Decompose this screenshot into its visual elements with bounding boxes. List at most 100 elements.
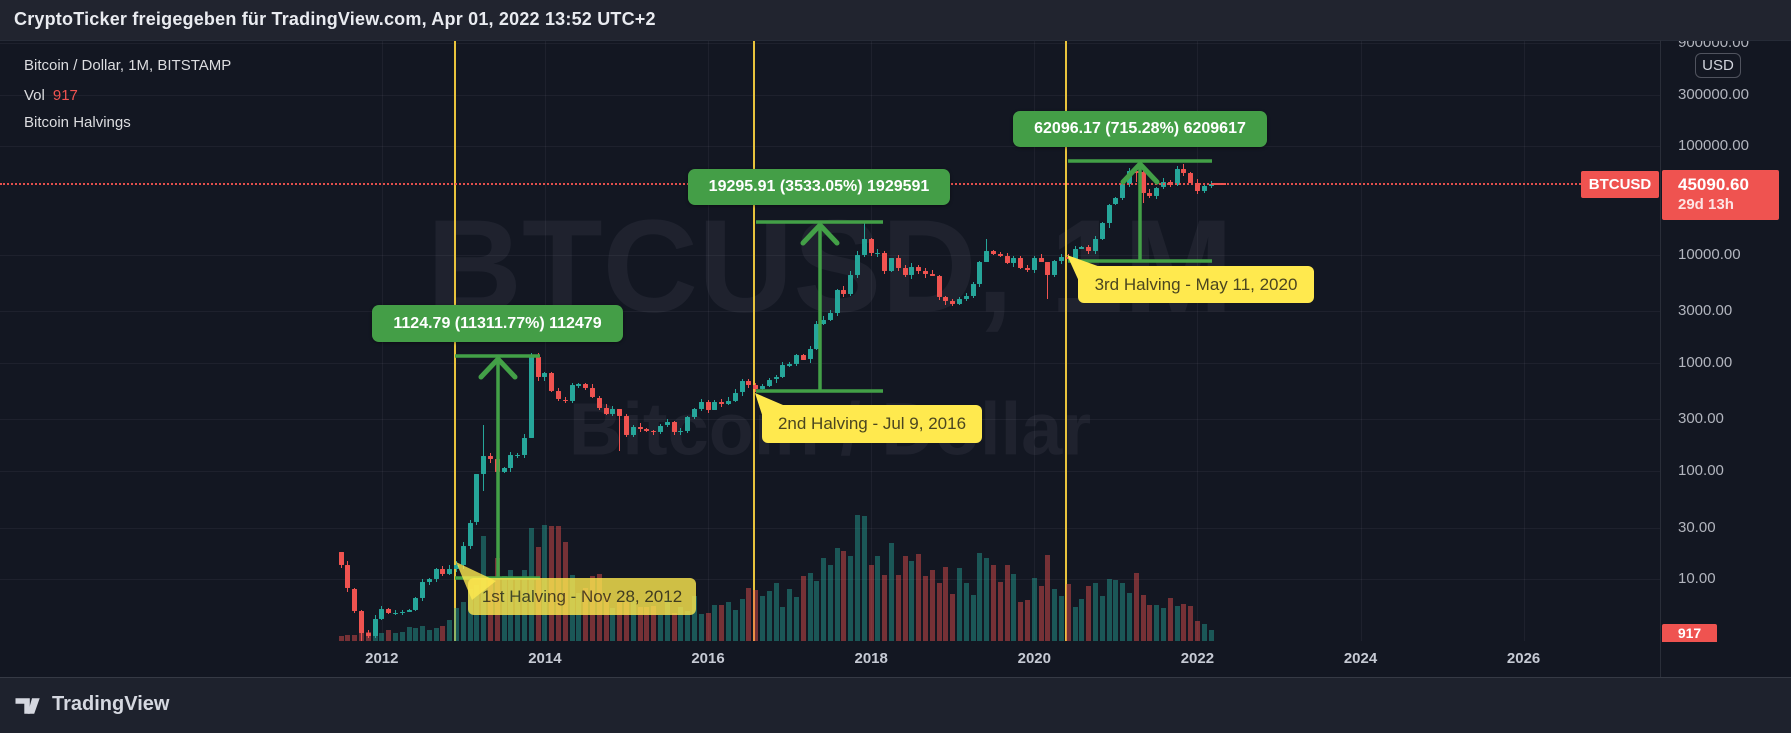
candle [739, 381, 745, 393]
candle [467, 522, 473, 546]
candle [379, 609, 385, 619]
volume-bar [1086, 586, 1092, 641]
volume-bar [753, 589, 759, 641]
volume-bar [1154, 605, 1160, 641]
time-axis[interactable]: 2012 2014 2016 2018 2020 2022 2024 2026 [0, 641, 1660, 677]
gridline-v [1523, 41, 1525, 641]
candle [657, 425, 663, 432]
volume-bar [1011, 573, 1017, 641]
candle-wick [619, 416, 621, 452]
halving-note[interactable]: 2nd Halving - Jul 9, 2016 [762, 405, 982, 443]
candle [780, 364, 786, 377]
candle [651, 430, 657, 433]
candle [1086, 247, 1092, 251]
price-axis-label: 10000.00 [1678, 245, 1741, 263]
candle [1065, 257, 1071, 259]
time-axis-label: 2020 [1017, 650, 1051, 667]
tradingview-logo-text[interactable]: TradingView [52, 693, 170, 715]
candle [1052, 261, 1058, 276]
candle [358, 610, 364, 633]
volume-bar [624, 601, 629, 641]
volume-bar [868, 564, 874, 641]
volume-bar [977, 552, 983, 641]
volume-bar [1045, 555, 1051, 641]
volume-bar [855, 514, 860, 641]
price-axis[interactable]: USD 900000.00 300000.00 100000.00 10000.00 3… [1661, 40, 1791, 677]
last-price-badge: 45090.60 29d 13h [1662, 169, 1779, 220]
tradingview-logo-icon[interactable] [15, 695, 49, 717]
candle [1133, 171, 1139, 173]
volume-bar [691, 596, 697, 641]
candle [923, 271, 928, 274]
candle [895, 258, 901, 268]
legend-volume[interactable]: Vol 917 [24, 87, 78, 104]
candle [447, 568, 453, 574]
currency-toggle-button[interactable]: USD [1695, 53, 1741, 78]
candle [596, 397, 602, 408]
volume-bar [773, 582, 779, 641]
legend-indicator-text: Bitcoin Halvings [24, 114, 131, 131]
legend-indicator[interactable]: Bitcoin Halvings [24, 114, 131, 131]
volume-bar [712, 604, 718, 641]
candle [936, 275, 942, 298]
candle [1113, 198, 1119, 205]
volume-bar [1058, 596, 1064, 641]
candle [515, 454, 521, 457]
candle [352, 588, 358, 611]
axis-separator [1660, 40, 1661, 677]
volume-bar [413, 627, 419, 641]
candle [963, 296, 969, 300]
volume-bar [821, 557, 827, 641]
measurement-label[interactable]: 19295.91 (3533.05%) 1929591 [688, 169, 950, 205]
candle [1099, 222, 1105, 240]
candle [1024, 267, 1030, 270]
candle [610, 408, 616, 414]
candle [984, 250, 990, 262]
candle-wick [986, 239, 988, 260]
volume-bar [1065, 584, 1071, 641]
bar-countdown: 29d 13h [1678, 195, 1734, 213]
volume-bar [909, 561, 915, 641]
chart-plot-area[interactable]: BTCUSD, 1M Bitcoin / Dollar 1124.79 (113… [0, 40, 1660, 641]
halving-note[interactable]: 1st Halving - Nov 28, 2012 [468, 578, 696, 615]
candle [705, 402, 711, 410]
candle [556, 390, 561, 400]
legend-symbol[interactable]: Bitcoin / Dollar, 1M, BITSTAMP [24, 57, 231, 74]
candle [413, 598, 419, 610]
volume-bar [963, 583, 969, 641]
volume-bar [1181, 604, 1187, 641]
volume-bar [943, 567, 949, 641]
candle [848, 275, 854, 294]
candle [1181, 169, 1187, 173]
candle [855, 254, 860, 275]
volume-bar [780, 607, 786, 641]
volume-bar [392, 633, 398, 641]
volume-bar [1208, 629, 1214, 641]
measurement-label[interactable]: 62096.17 (715.28%) 6209617 [1013, 111, 1267, 147]
volume-bar [984, 557, 990, 641]
footer-bar: TradingView [0, 677, 1791, 733]
price-axis-label: 100.00 [1678, 462, 1724, 479]
volume-bar [746, 587, 752, 641]
volume-bar [1079, 598, 1085, 641]
time-axis-label: 2024 [1343, 650, 1378, 667]
time-axis-label: 2014 [528, 650, 562, 667]
last-price-symbol-tag: BTCUSD [1581, 170, 1659, 198]
volume-bar [603, 595, 609, 641]
candle [386, 609, 392, 613]
volume-bar [807, 572, 813, 641]
volume-bar [719, 605, 725, 641]
volume-bar [1140, 595, 1146, 641]
candle [719, 401, 725, 404]
candle [916, 266, 922, 272]
halving-note[interactable]: 3rd Halving - May 11, 2020 [1078, 266, 1314, 303]
volume-bar [617, 602, 623, 641]
volume-bar [685, 610, 691, 641]
candle [1079, 247, 1085, 249]
candle [637, 427, 643, 430]
measurement-label[interactable]: 1124.79 (11311.77%) 112479 [372, 305, 623, 342]
candle [977, 261, 983, 284]
candle [644, 429, 650, 431]
volume-bar [827, 565, 833, 641]
